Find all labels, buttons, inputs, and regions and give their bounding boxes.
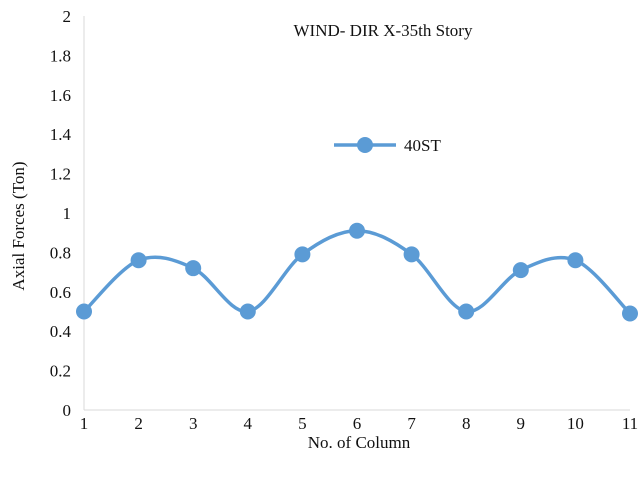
y-tick-label: 1.6 [50, 86, 71, 105]
y-axis-title: Axial Forces (Ton) [9, 161, 28, 290]
y-tick-label: 1.8 [50, 46, 71, 65]
x-tick-label: 9 [517, 414, 526, 433]
series-points [76, 222, 638, 322]
x-tick-label: 8 [462, 414, 471, 433]
legend-marker-40st [357, 137, 373, 153]
y-tick-label: 0.8 [50, 243, 71, 262]
legend: 40ST [334, 136, 441, 155]
data-point [76, 303, 92, 320]
data-point [239, 303, 256, 320]
y-tick-label: 1.2 [50, 165, 71, 184]
x-tick-label: 2 [134, 414, 143, 433]
x-tick-label: 3 [189, 414, 198, 433]
data-point [458, 303, 475, 320]
x-tick-label: 7 [407, 414, 416, 433]
data-point [622, 305, 638, 322]
y-tick-label: 2 [63, 7, 72, 26]
y-tick-label: 0.6 [50, 283, 71, 302]
data-point [130, 252, 147, 269]
x-tick-label: 4 [244, 414, 253, 433]
y-tick-label: 1 [63, 204, 72, 223]
x-tick-label: 5 [298, 414, 307, 433]
data-point [512, 262, 529, 279]
chart-title: WIND- DIR X-35th Story [294, 21, 473, 40]
x-axis-title: No. of Column [308, 433, 411, 452]
x-tick-label: 6 [353, 414, 362, 433]
x-tick-label: 1 [80, 414, 89, 433]
x-tick-label: 11 [622, 414, 638, 433]
data-point [403, 246, 420, 263]
y-tick-label: 1.4 [50, 125, 72, 144]
series-lines [82, 228, 632, 316]
y-tick-label: 0.2 [50, 362, 71, 381]
data-point [349, 222, 365, 239]
x-tick-labels: 1 2 3 4 5 6 7 8 9 10 11 [80, 414, 638, 433]
y-tick-label: 0.4 [50, 322, 72, 341]
data-point [185, 260, 202, 277]
y-tick-label: 0 [63, 401, 72, 420]
y-tick-labels: 0 0.2 0.4 0.6 0.8 1 1.2 1.4 1.6 1.8 2 [50, 7, 72, 420]
data-point [567, 252, 584, 269]
x-tick-label: 10 [567, 414, 584, 433]
data-point [294, 246, 311, 263]
legend-label-40st: 40ST [404, 136, 441, 155]
series-line-40st [82, 228, 632, 316]
